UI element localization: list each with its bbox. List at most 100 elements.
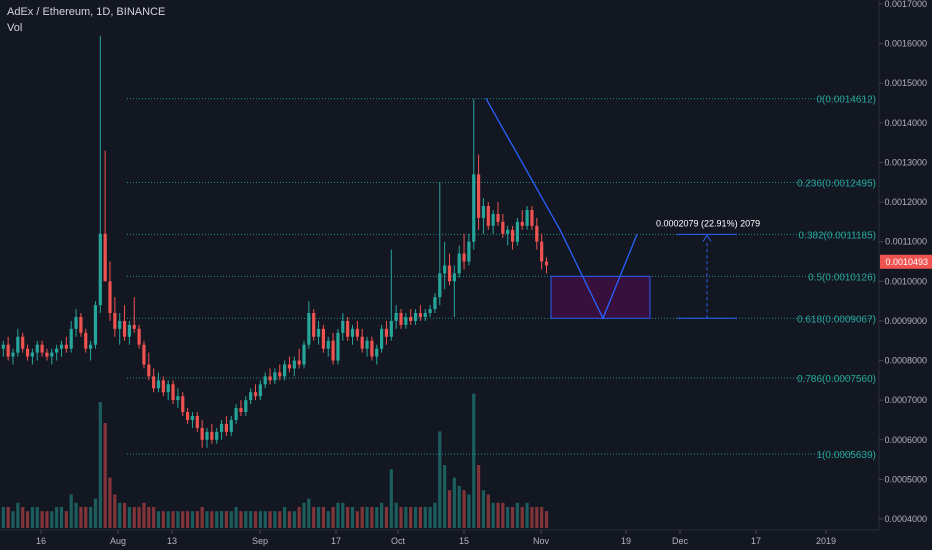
price-axis-label: 0.0014000 [884, 118, 927, 128]
candle-body [1, 344, 5, 349]
candle-body [258, 384, 262, 397]
measure-arrow-icon [702, 234, 712, 242]
candle-body [404, 316, 408, 325]
volume-bar [384, 507, 389, 528]
candle-body [346, 320, 350, 337]
volume-bar [127, 507, 131, 528]
candle-body [297, 360, 301, 365]
volume-bar [341, 502, 345, 528]
volume-bar [137, 507, 141, 528]
candle-body [215, 431, 219, 440]
time-axis-label: Sep [252, 536, 268, 546]
chart-title: AdEx / Ethereum, 1D, BINANCE [7, 6, 166, 18]
price-axis-label: 0.0004000 [884, 514, 927, 524]
volume-bar [413, 507, 418, 528]
volume-bar [428, 507, 432, 528]
volume-bar [312, 507, 316, 528]
candle-body [409, 316, 413, 321]
volume-bar [93, 498, 98, 528]
volume-bar [389, 469, 393, 528]
candle-body [30, 352, 34, 357]
candle-body [312, 313, 316, 337]
volume-bar [244, 511, 248, 528]
price-axis-label: 0.0010000 [884, 276, 927, 286]
volume-bar [491, 502, 495, 528]
candle-body [161, 380, 165, 393]
price-axis-label: 0.0012000 [884, 197, 927, 207]
volume-bar [45, 511, 49, 528]
volume-bar [200, 507, 204, 528]
volume-bar [190, 511, 195, 528]
candle-body [443, 265, 447, 274]
time-axis-label: Oct [391, 536, 406, 546]
volume-bar [64, 511, 68, 528]
volume-bar [84, 507, 88, 528]
candle-body [268, 376, 272, 381]
last-price-label: 0.0010493 [885, 257, 928, 267]
volume-bar [1, 507, 5, 528]
candle-body [40, 344, 44, 353]
time-axis-label: 17 [331, 536, 341, 546]
volume-bar [205, 511, 209, 528]
candle-body [447, 265, 452, 282]
candle-body [79, 316, 83, 333]
volume-bar [79, 507, 83, 528]
fib-level-label: 0.5(0.0010126) [808, 272, 876, 283]
volume-bar [292, 511, 296, 528]
volume-bar [161, 511, 165, 528]
volume-bar [25, 511, 30, 528]
volume-bar [370, 507, 374, 528]
volume-bar [263, 511, 267, 528]
volume-bar [326, 511, 330, 528]
volume-bar [404, 507, 408, 528]
volume-bar [152, 507, 156, 528]
volume-bar [142, 502, 146, 528]
candle-body [530, 210, 534, 226]
volume-bar [219, 511, 224, 528]
volume-bar [443, 465, 447, 528]
fib-level-label: 0(0.0014612) [817, 95, 877, 106]
candle-body [21, 336, 25, 349]
candle-body [253, 392, 258, 397]
candle-body [292, 360, 296, 369]
candle-body [98, 233, 102, 306]
candle-body [336, 332, 340, 361]
candle-body [64, 344, 68, 349]
candle-body [423, 313, 427, 317]
volume-bar [375, 507, 379, 528]
candle-body [501, 221, 505, 234]
volume-bar [355, 511, 359, 528]
candle-body [118, 320, 122, 329]
candle-body [355, 328, 359, 337]
volume-bar [234, 507, 238, 528]
candle-body [433, 297, 437, 310]
volume-bar [181, 511, 185, 528]
volume-bar [365, 507, 369, 528]
volume-bar [21, 507, 25, 528]
volume-bar [399, 507, 403, 528]
candle-body [263, 376, 267, 385]
candle-body [84, 332, 88, 349]
volume-bar [423, 507, 427, 528]
candle-body [195, 416, 199, 428]
candle-body [496, 213, 500, 222]
volume-bar [118, 502, 122, 528]
candle-body [413, 313, 418, 321]
price-axis-label: 0.0006000 [884, 435, 927, 445]
candle-body [331, 340, 335, 361]
volume-bar [186, 511, 190, 528]
candle-body [108, 281, 112, 313]
volume-bar [59, 507, 64, 528]
volume-bar [283, 507, 287, 528]
volume-bar [535, 507, 539, 528]
candle-body [122, 320, 127, 337]
candle-body [394, 313, 398, 321]
volume-bar [108, 477, 112, 528]
volume-bar [55, 507, 59, 528]
candle-body [224, 423, 228, 432]
candle-body [171, 384, 175, 401]
candle-body [481, 206, 486, 218]
